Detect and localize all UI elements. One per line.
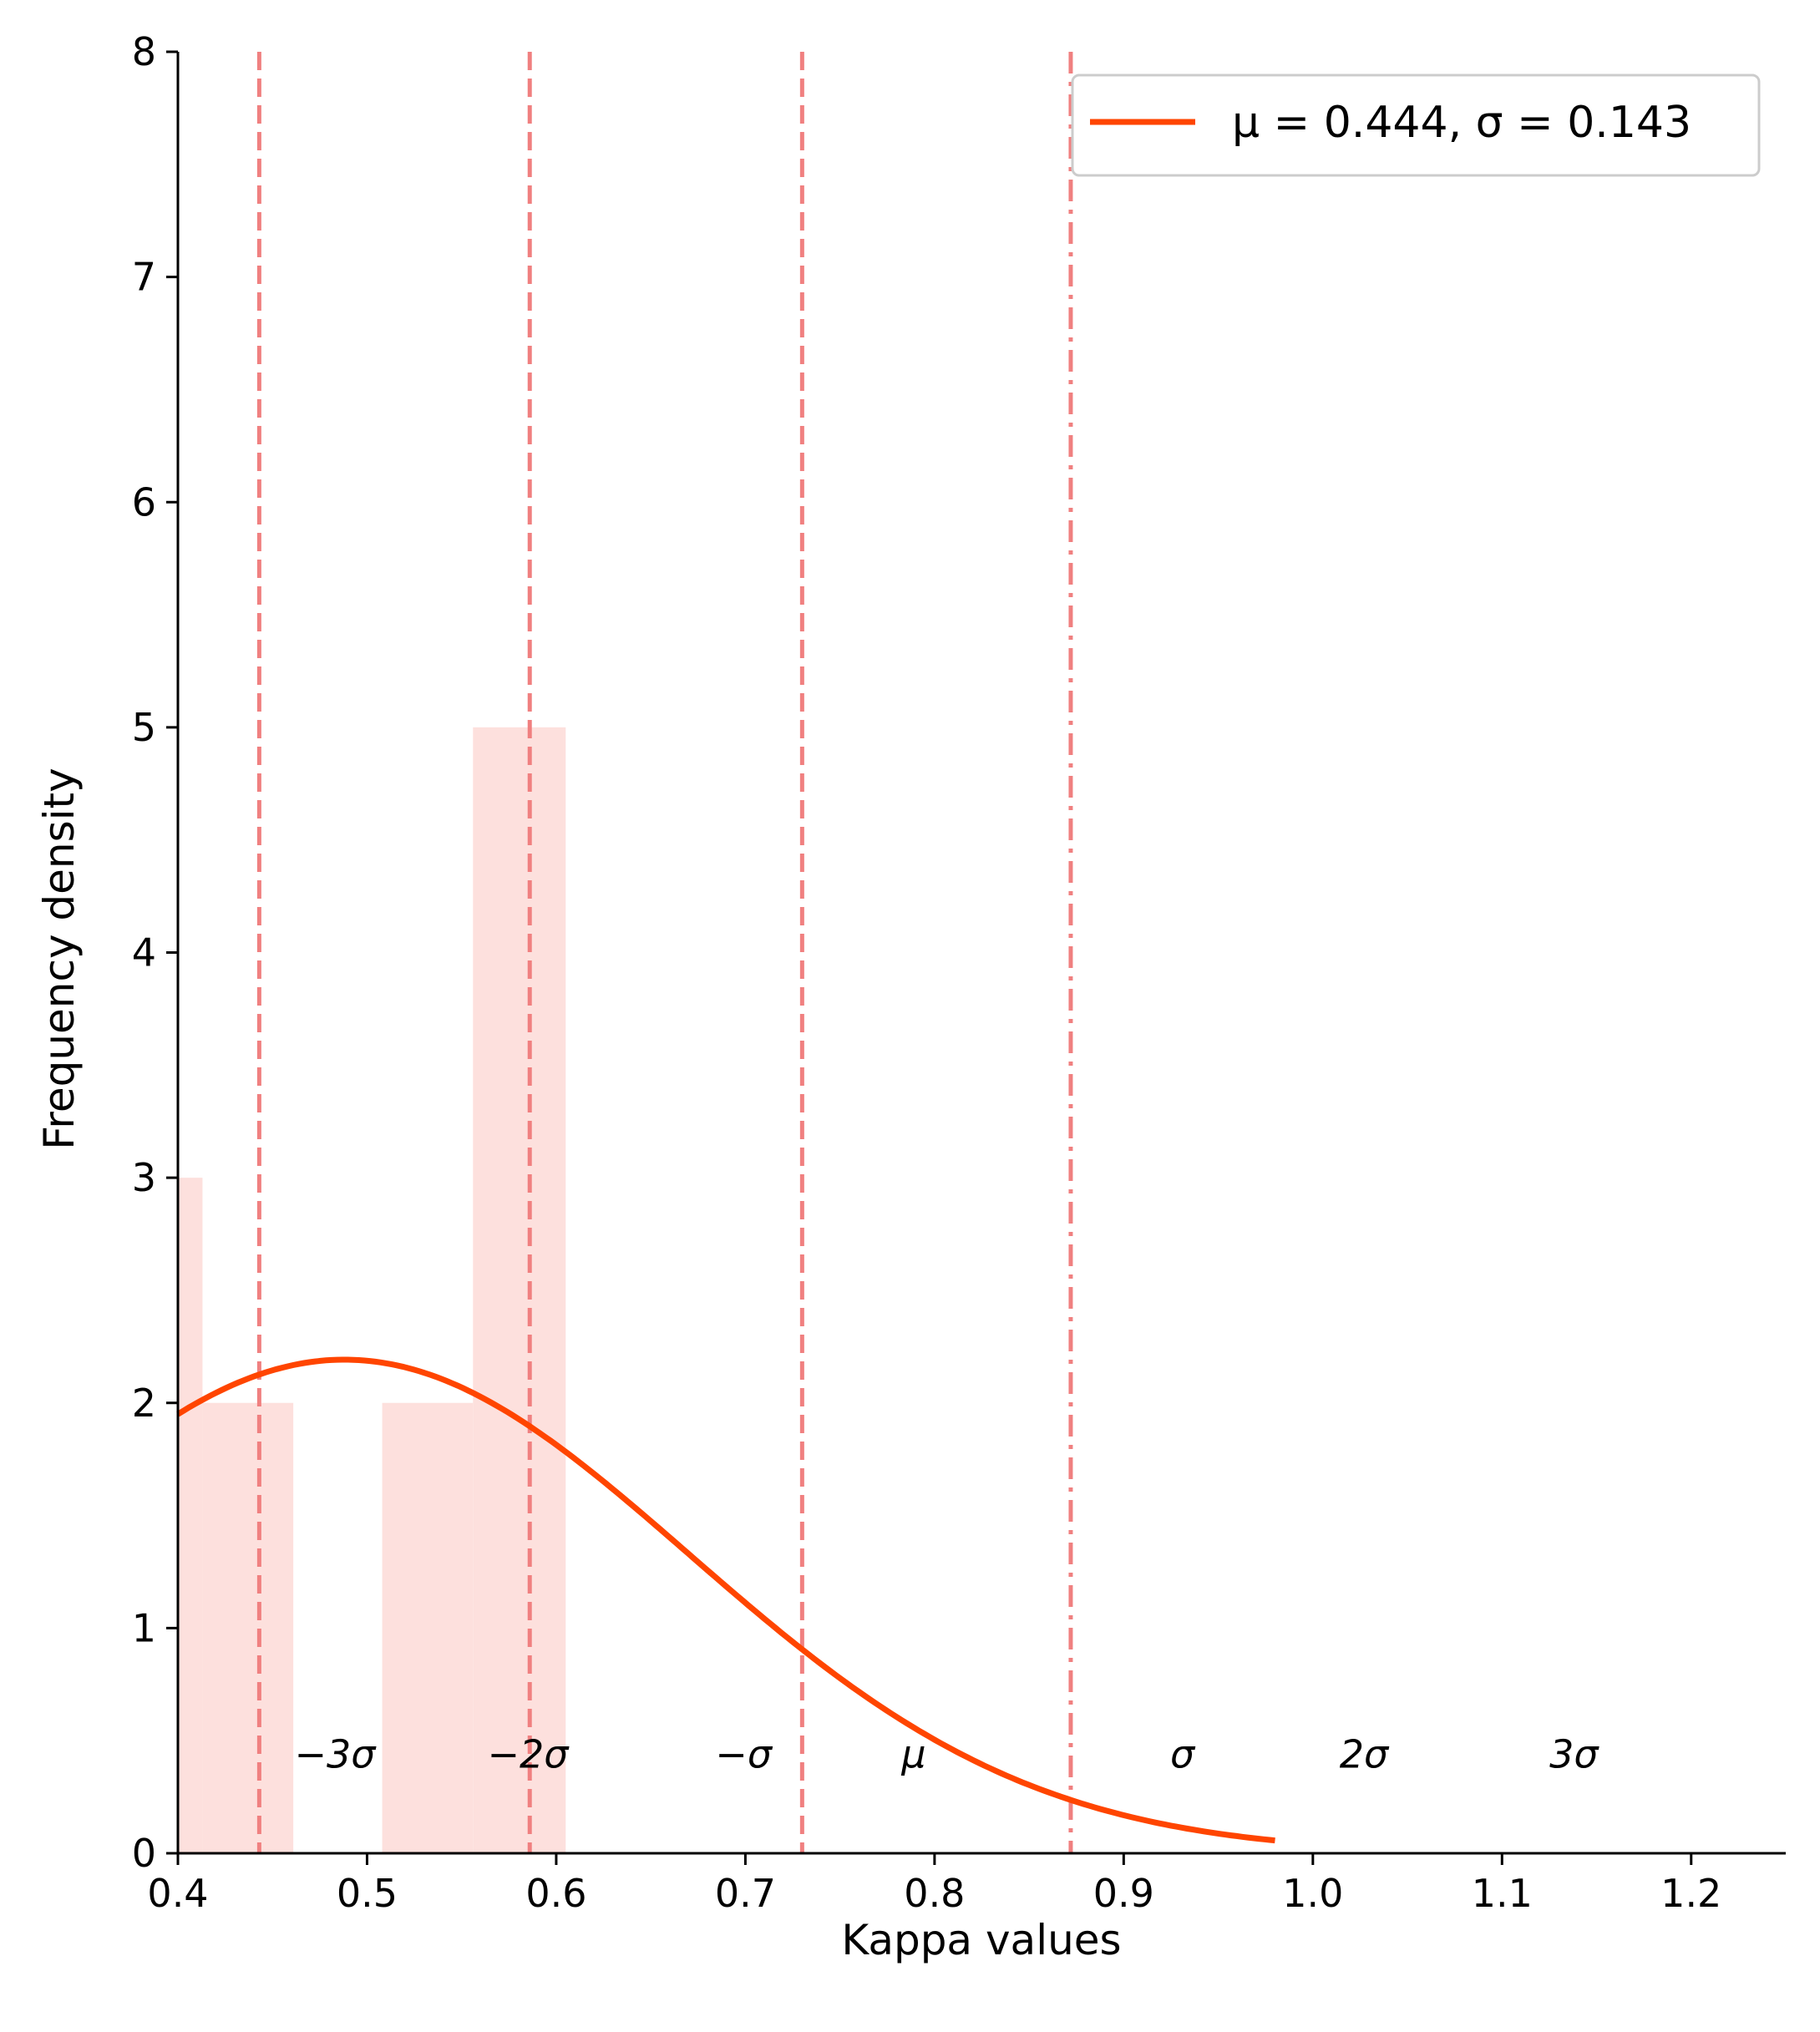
x-tick-label-4: 0.8 xyxy=(904,1871,965,1916)
legend: μ = 0.444, σ = 0.143 xyxy=(1071,73,1761,177)
sigma-label-6: 3σ xyxy=(1549,1732,1599,1777)
sigma-label-5: 2σ xyxy=(1340,1732,1390,1777)
y-axis-title: Frequency density xyxy=(35,768,84,1150)
axes: 0.4 0.5 0.6 0.7 0.8 0.9 1.0 1.1 1.2 0 1 2 3 4 5 6 7 8 xyxy=(132,29,1786,1916)
y-tick-label-2: 2 xyxy=(132,1381,156,1426)
histogram-bar-1 xyxy=(202,1402,294,1853)
y-tick-label-6: 6 xyxy=(132,479,156,524)
histogram-bar-0 xyxy=(178,1178,203,1853)
histogram-bar-4 xyxy=(473,727,566,1853)
histogram-bars xyxy=(178,727,566,1853)
histogram-bar-3 xyxy=(382,1402,474,1853)
sigma-label-4: σ xyxy=(1170,1732,1196,1777)
sigma-label-1: −2σ xyxy=(487,1732,570,1777)
sigma-label-2: −σ xyxy=(715,1732,773,1777)
x-ticks: 0.4 0.5 0.6 0.7 0.8 0.9 1.0 1.1 1.2 xyxy=(147,1853,1721,1916)
x-tick-label-0: 0.4 xyxy=(147,1871,208,1916)
x-tick-label-5: 0.9 xyxy=(1093,1871,1154,1916)
y-tick-label-7: 7 xyxy=(132,255,156,300)
y-tick-label-3: 3 xyxy=(132,1155,156,1200)
x-tick-label-1: 0.5 xyxy=(337,1871,398,1916)
x-tick-label-3: 0.7 xyxy=(715,1871,776,1916)
y-tick-label-1: 1 xyxy=(132,1605,156,1650)
x-tick-label-2: 0.6 xyxy=(525,1871,586,1916)
sigma-vertical-lines xyxy=(256,52,1073,1853)
x-tick-label-6: 1.0 xyxy=(1282,1871,1343,1916)
legend-box xyxy=(1071,73,1761,177)
sigma-label-0: −3σ xyxy=(294,1732,377,1777)
normal-fit-curve xyxy=(176,1356,1275,1844)
y-tick-label-8: 8 xyxy=(132,29,156,74)
sigma-label-3: μ xyxy=(900,1732,925,1777)
y-tick-label-4: 4 xyxy=(132,930,156,975)
sigma-labels: −3σ −2σ −σ μ σ 2σ 3σ xyxy=(294,1732,1599,1777)
x-tick-label-8: 1.2 xyxy=(1660,1871,1721,1916)
legend-label: μ = 0.444, σ = 0.143 xyxy=(1232,98,1691,148)
y-ticks: 0 1 2 3 4 5 6 7 8 xyxy=(132,29,178,1876)
y-tick-label-5: 5 xyxy=(132,705,156,750)
x-tick-label-7: 1.1 xyxy=(1472,1871,1533,1916)
x-axis-title: Kappa values xyxy=(841,1916,1121,1964)
y-tick-label-0: 0 xyxy=(132,1831,156,1876)
